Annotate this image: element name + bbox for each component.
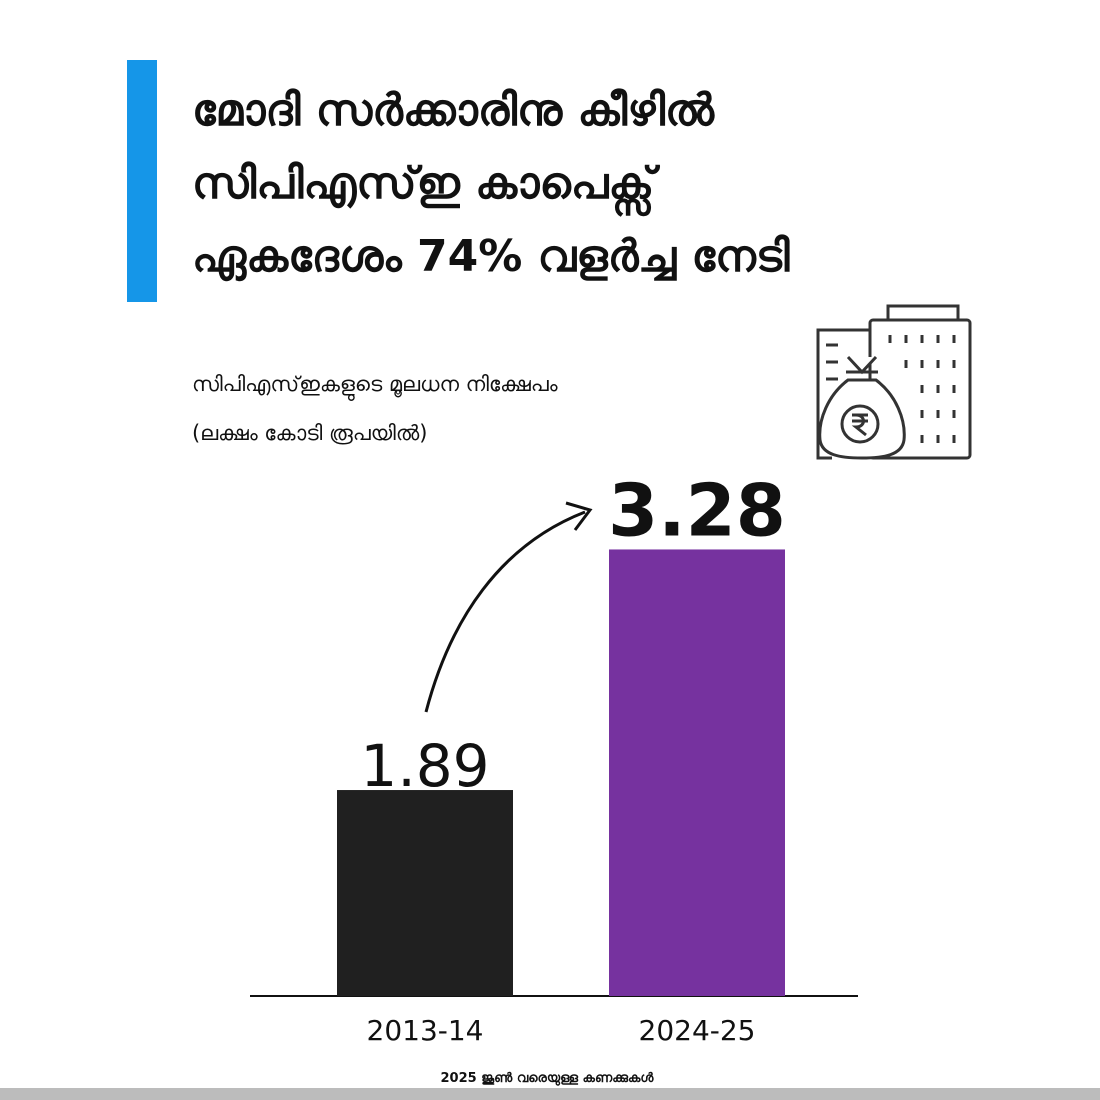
subtitle-line: സിപിഎസ്ഇകളുടെ മൂലധന നിക്ഷേപം	[192, 372, 558, 401]
accent-bar	[127, 60, 157, 302]
bar	[609, 549, 785, 996]
growth-arrow	[424, 510, 586, 713]
icon	[816, 304, 972, 460]
x-tick-label: 2024-25	[639, 1014, 756, 1047]
value-label: 1.89	[360, 732, 489, 800]
arrow-head	[565, 501, 593, 531]
footnote: 2025 ജൂൺ വരെയുള്ള കണക്കുകൾ	[441, 1071, 655, 1086]
title-line: സിപിഎസ്ഇ കാപെക്സ്	[192, 158, 660, 217]
bar	[337, 790, 513, 996]
value-label: 3.28	[608, 468, 786, 552]
subtitle-line: (ലക്ഷം കോടി രൂപയിൽ)	[192, 421, 427, 445]
title-line: മോദി സർക്കാരിനു കീഴിൽ	[192, 85, 715, 136]
title-line: ഏകദേശം 74% വളർച്ച നേടി	[192, 231, 790, 282]
bottom-strip	[0, 1088, 1100, 1100]
x-tick-label: 2013-14	[367, 1014, 484, 1047]
